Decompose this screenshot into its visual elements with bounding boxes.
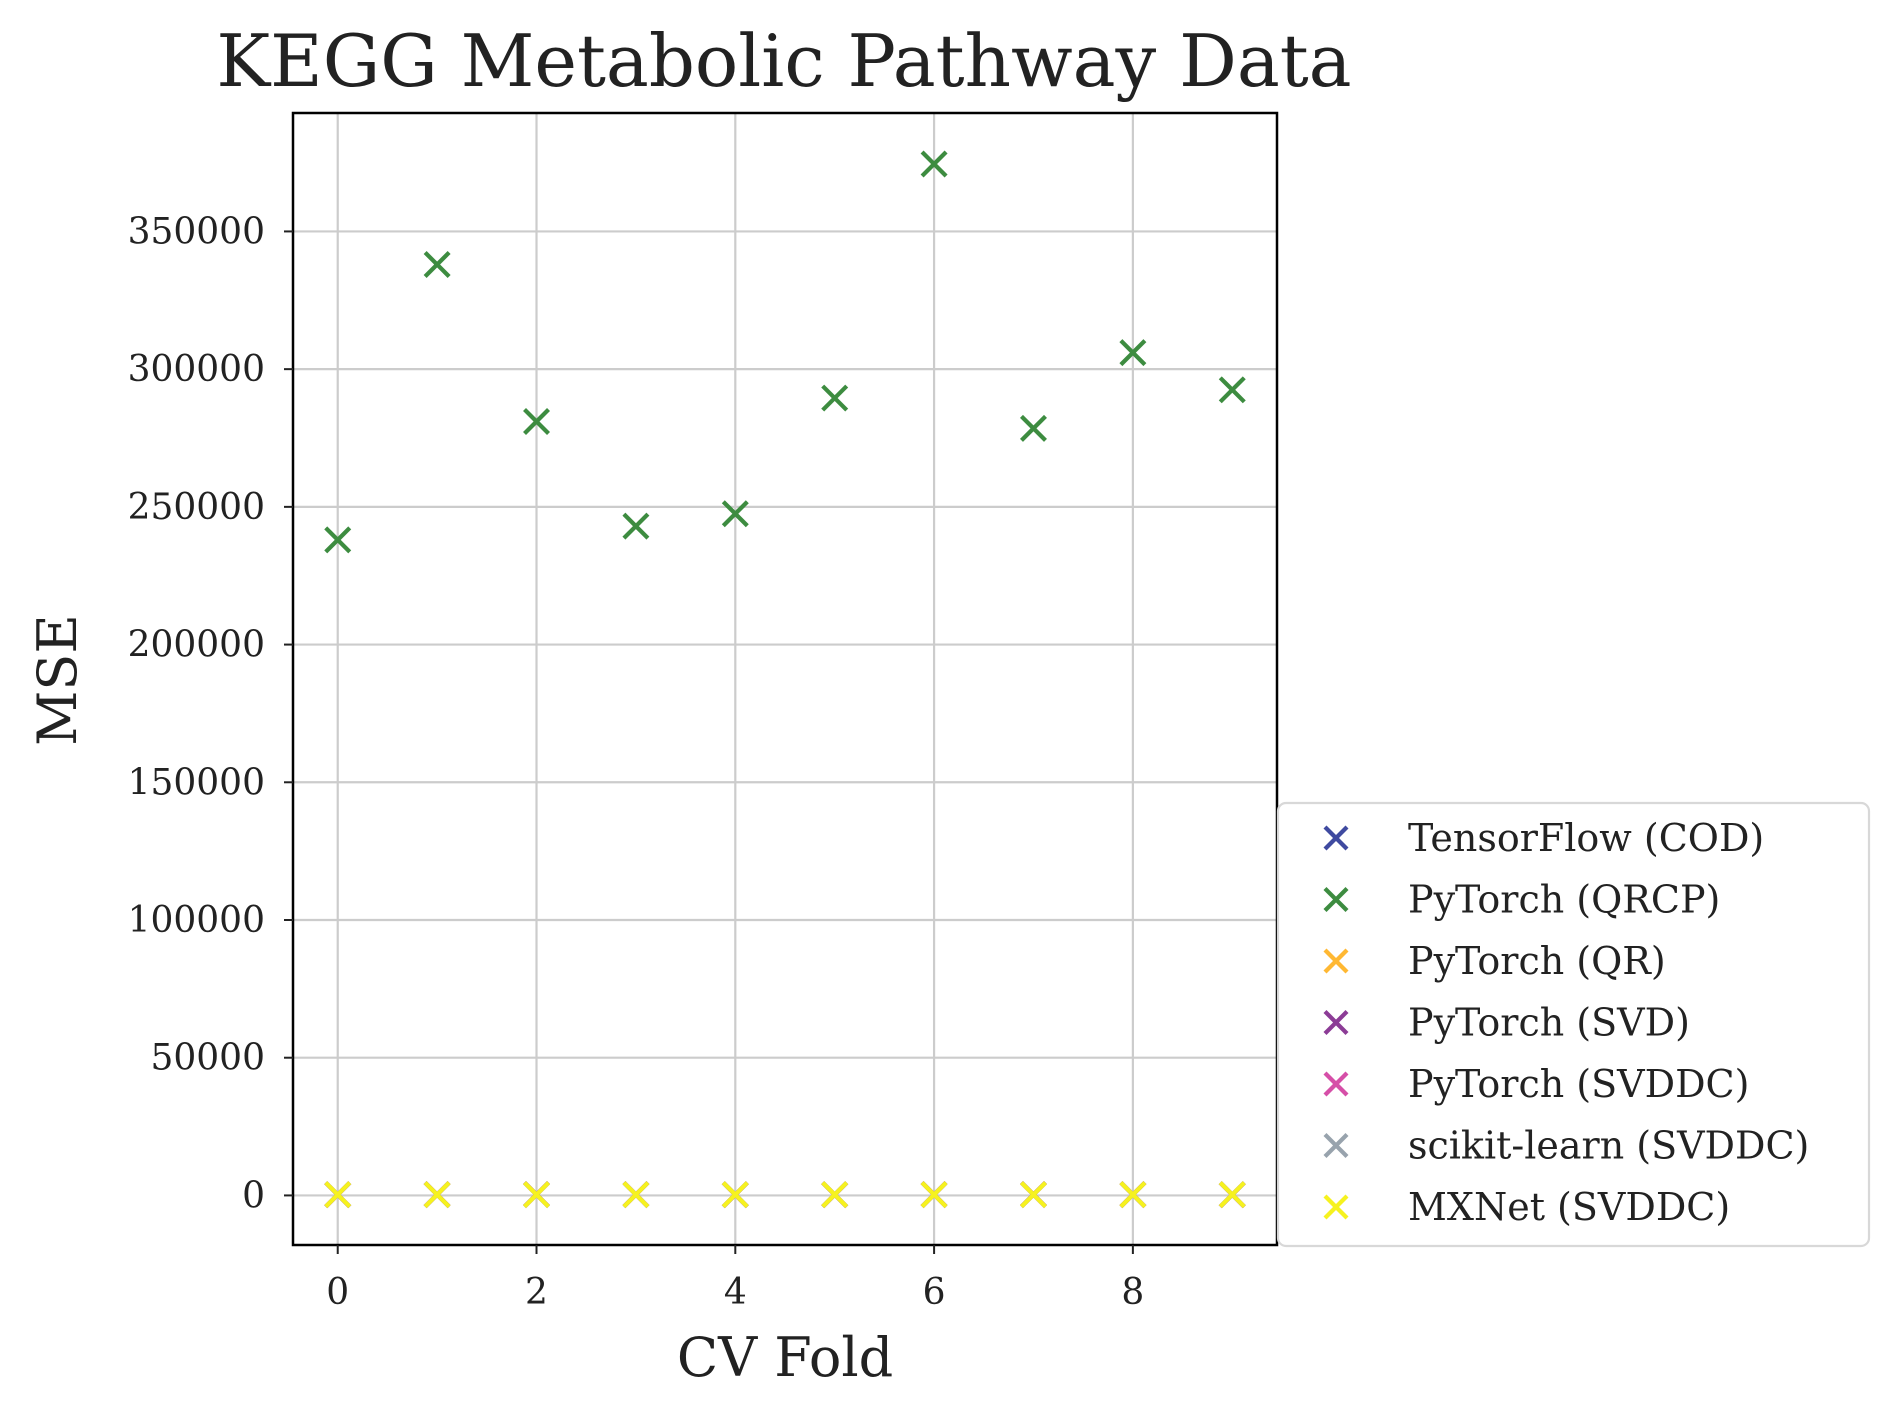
marker-stroke: [1323, 948, 1349, 974]
marker-stroke: [1323, 1071, 1349, 1097]
data-point: [821, 1181, 849, 1209]
data-points: [324, 150, 1246, 1209]
legend-marker: [1323, 825, 1349, 851]
data-point: [1218, 1181, 1246, 1209]
legend-box: [1276, 801, 1871, 1248]
series: [324, 1181, 1246, 1209]
y-tick-label: 250000: [128, 487, 265, 528]
marker-stroke: [1019, 1181, 1047, 1209]
legend-label: MXNet (SVDDC): [1408, 1185, 1730, 1229]
y-tick-label: 300000: [128, 349, 265, 390]
marker-stroke: [423, 250, 451, 278]
legend-marker: [1323, 1010, 1349, 1035]
marker-stroke: [1323, 1194, 1349, 1220]
data-point: [423, 1181, 451, 1209]
x-tick-label: 6: [923, 1272, 946, 1313]
legend-marker: [1323, 887, 1349, 912]
marker-stroke: [1323, 825, 1349, 851]
marker-stroke: [1323, 1133, 1349, 1158]
x-axis-ticks: 0 2 4 6 8: [326, 1245, 1144, 1313]
marker-stroke: [324, 526, 352, 554]
data-point: [1119, 339, 1147, 367]
data-point: [821, 384, 849, 412]
marker-stroke: [1323, 887, 1349, 912]
data-point: [622, 1181, 650, 1209]
data-point: [1119, 1181, 1147, 1209]
marker-stroke: [1119, 1181, 1147, 1209]
data-point: [721, 500, 749, 528]
legend: TensorFlow (COD) PyTorch (QRCP) PyTorch (Q…: [1276, 801, 1871, 1248]
marker-stroke: [821, 1181, 849, 1209]
legend-label: scikit-learn (SVDDC): [1408, 1124, 1809, 1168]
marker-stroke: [721, 500, 749, 528]
marker-stroke: [721, 1181, 749, 1209]
legend-marker: [1323, 1071, 1349, 1097]
marker-stroke: [423, 1181, 451, 1209]
y-axis-ticks: 0 50000 100000 150000 200000 250000 300000 3500…: [128, 211, 293, 1216]
data-point: [622, 512, 650, 540]
data-point: [324, 1181, 352, 1209]
marker-stroke: [523, 1181, 551, 1209]
marker-stroke: [1019, 414, 1047, 442]
chart-title: KEGG Metabolic Pathway Data: [216, 19, 1351, 103]
series: [324, 150, 1246, 554]
y-tick-label: 0: [242, 1175, 265, 1216]
marker-stroke: [1323, 1010, 1349, 1035]
legend-label: PyTorch (QRCP): [1408, 878, 1720, 922]
y-tick-label: 200000: [128, 625, 265, 666]
legend-label: PyTorch (SVDDC): [1408, 1062, 1749, 1106]
legend-label: TensorFlow (COD): [1408, 816, 1764, 860]
legend-label: PyTorch (QR): [1408, 939, 1666, 983]
marker-stroke: [622, 512, 650, 540]
plot-frame: [291, 111, 1279, 1247]
x-tick-label: 4: [724, 1272, 747, 1313]
marker-stroke: [324, 1181, 352, 1209]
data-point: [920, 150, 948, 178]
x-tick-label: 0: [326, 1272, 349, 1313]
data-point: [1019, 1181, 1047, 1209]
marker-stroke: [920, 150, 948, 178]
y-axis-label: MSE: [26, 614, 89, 746]
legend-label: PyTorch (SVD): [1408, 1001, 1690, 1045]
y-tick-label: 150000: [128, 762, 265, 803]
marker-stroke: [920, 1181, 948, 1209]
y-tick-label: 50000: [150, 1038, 265, 1079]
grid: [293, 113, 1277, 1245]
data-point: [523, 1181, 551, 1209]
x-tick-label: 8: [1121, 1272, 1144, 1313]
data-point: [721, 1181, 749, 1209]
y-tick-label: 100000: [128, 900, 265, 941]
marker-stroke: [1218, 376, 1246, 404]
legend-marker: [1323, 1194, 1349, 1220]
marker-stroke: [1218, 1181, 1246, 1209]
x-tick-label: 2: [525, 1272, 548, 1313]
legend-items: TensorFlow (COD) PyTorch (QRCP) PyTorch (Q…: [1323, 816, 1809, 1229]
data-point: [1218, 376, 1246, 404]
marker-stroke: [1119, 339, 1147, 367]
data-point: [423, 250, 451, 278]
legend-marker: [1323, 948, 1349, 974]
data-point: [324, 526, 352, 554]
data-point: [920, 1181, 948, 1209]
marker-stroke: [821, 384, 849, 412]
legend-marker: [1323, 1133, 1349, 1158]
y-tick-label: 350000: [128, 211, 265, 252]
data-point: [1019, 414, 1047, 442]
marker-stroke: [523, 407, 551, 435]
x-axis-label: CV Fold: [677, 1326, 893, 1389]
marker-stroke: [622, 1181, 650, 1209]
data-point: [523, 407, 551, 435]
